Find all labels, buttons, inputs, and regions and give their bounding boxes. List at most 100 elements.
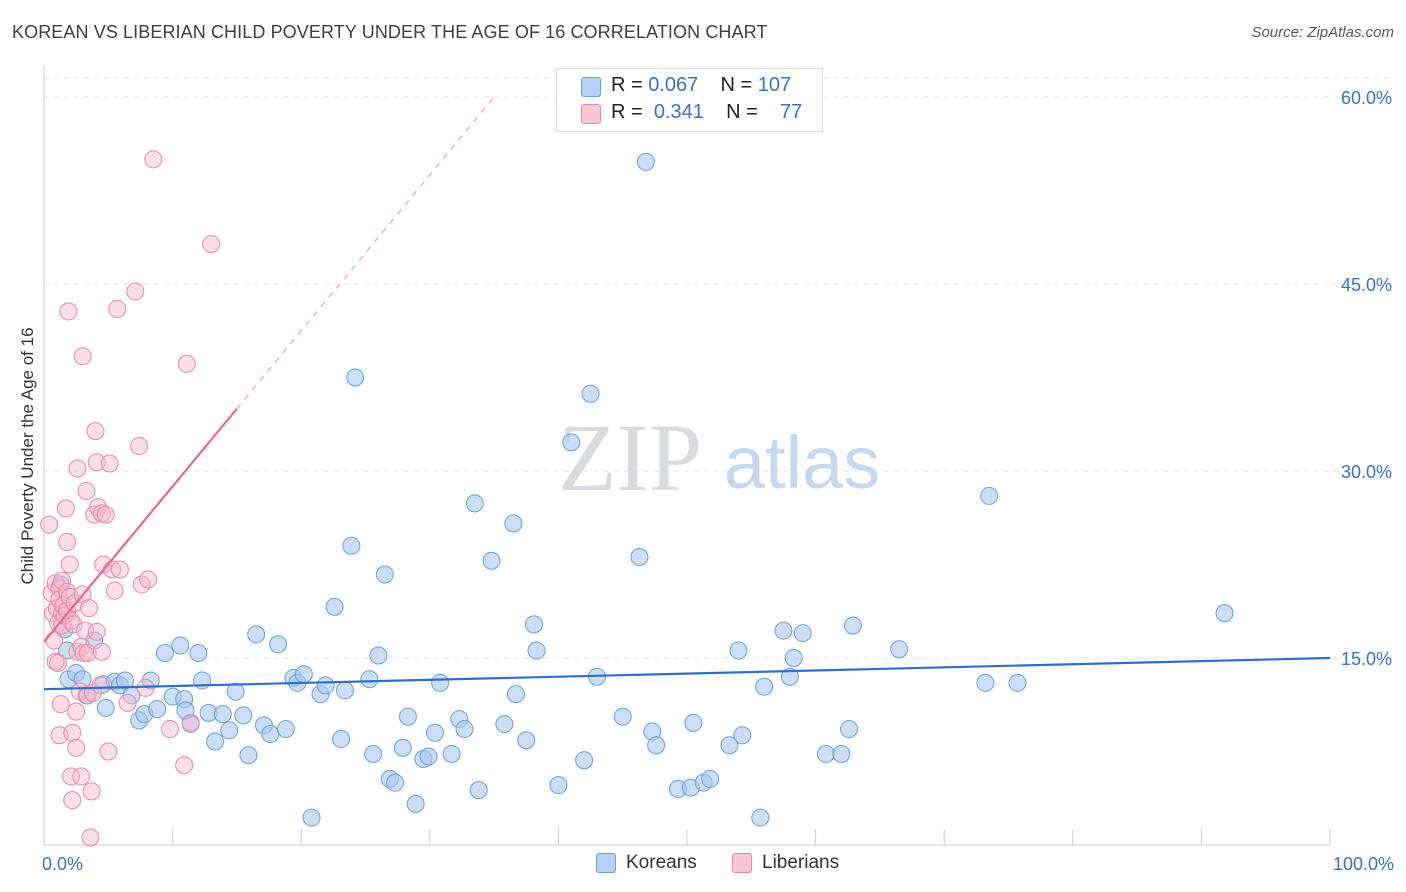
korean-point (506, 685, 525, 704)
korean-point (684, 713, 703, 732)
korean-point (469, 781, 488, 800)
liberian-point (177, 354, 196, 373)
korean-point (226, 682, 245, 701)
liberian-point (56, 499, 75, 518)
liberian-point (96, 505, 115, 524)
korean-point (206, 732, 225, 751)
korean-point (1215, 604, 1234, 623)
liberian-trend-extension (236, 96, 495, 410)
liberian-point (51, 695, 70, 714)
liberian-point (92, 642, 111, 661)
liberian-swatch (581, 104, 601, 124)
korean-point (976, 673, 995, 692)
korean-point (332, 730, 351, 749)
korean-point (784, 649, 803, 667)
liberian-point (108, 299, 127, 318)
korean-point (832, 744, 851, 763)
liberian-point (76, 621, 95, 640)
korean-point (581, 384, 600, 403)
correlation-legend: R = 0.067 N = 107 R = 0.341 N = 77 (556, 68, 823, 132)
liberian-point (60, 555, 79, 574)
liberian-point (77, 481, 96, 500)
liberian-point (49, 653, 68, 672)
korean-point (613, 707, 632, 726)
liberian-point (73, 347, 92, 366)
korean-point (364, 744, 383, 763)
liberian-point (87, 622, 106, 641)
liberian-point (139, 570, 158, 589)
korean-point (360, 670, 379, 689)
watermark-zip: ZIP (558, 404, 702, 511)
korean-point (720, 736, 739, 755)
koreans-r-label: R = (611, 74, 643, 96)
liberians-legend-label: Liberians (762, 852, 840, 873)
liberian-point (68, 459, 87, 478)
liberian-point (67, 738, 86, 757)
korean-point (247, 625, 266, 644)
korean-point (816, 744, 835, 763)
korean-point (213, 705, 232, 724)
liberians-r-value: 0.341 (653, 101, 704, 123)
y-tick-label: 60.0% (1341, 88, 1392, 108)
korean-point (980, 486, 999, 505)
koreans-r-value: 0.067 (648, 74, 699, 96)
korean-point (302, 808, 321, 827)
korean-point (342, 536, 361, 555)
liberian-point (181, 715, 200, 734)
korean-point (495, 715, 514, 734)
liberian-point (94, 555, 113, 574)
liberian-point (82, 782, 101, 801)
korean-point (575, 751, 594, 770)
liberian-point (78, 644, 97, 663)
korean-trend-line (43, 656, 1331, 691)
liberian-point (40, 515, 59, 534)
korean-point (751, 808, 770, 827)
korean-point (840, 720, 859, 739)
korean-point (843, 616, 862, 635)
korean-point (729, 641, 748, 660)
liberian-point (144, 150, 163, 169)
liberian-point (161, 720, 180, 739)
source-credit: Source: ZipAtlas.com (1251, 24, 1394, 41)
korean-point (482, 551, 501, 570)
liberian-trend-line (43, 407, 238, 643)
korean-point (346, 368, 365, 387)
korean-point (504, 514, 523, 533)
liberian-point (87, 453, 106, 472)
korean-point (1008, 673, 1027, 692)
liberians-r-label: R = (611, 101, 643, 123)
liberian-point (105, 581, 124, 600)
liberian-point (130, 437, 149, 456)
korean-point (647, 736, 666, 755)
korean-point (239, 746, 258, 765)
korean-point (148, 700, 167, 719)
korean-point (386, 773, 405, 792)
liberian-point (175, 756, 194, 775)
liberian-point (64, 615, 83, 634)
korean-point (261, 725, 280, 744)
liberian-point (62, 767, 81, 786)
liberian-point (126, 282, 145, 301)
korean-point (276, 720, 295, 739)
watermark-atlas: atlas (724, 421, 880, 504)
y-tick-label: 45.0% (1341, 275, 1392, 295)
korean-point (793, 624, 812, 643)
korean-point (269, 635, 288, 654)
liberian-point (78, 686, 97, 705)
liberian-points (40, 150, 221, 847)
koreans-legend-label: Koreans (626, 852, 697, 873)
liberian-point (86, 422, 105, 441)
watermark: ZIP atlas (558, 404, 880, 511)
korean-point (890, 640, 909, 659)
korean-point (455, 720, 474, 739)
liberians-n-value: 77 (780, 101, 803, 123)
liberian-point (74, 644, 93, 663)
korean-point (325, 597, 344, 616)
korean-point (549, 776, 568, 795)
korean-point (406, 794, 425, 813)
korean-point (171, 636, 190, 655)
liberian-point (53, 571, 72, 590)
liberians-n-label: N = (726, 101, 758, 123)
liberian-point (80, 599, 99, 618)
